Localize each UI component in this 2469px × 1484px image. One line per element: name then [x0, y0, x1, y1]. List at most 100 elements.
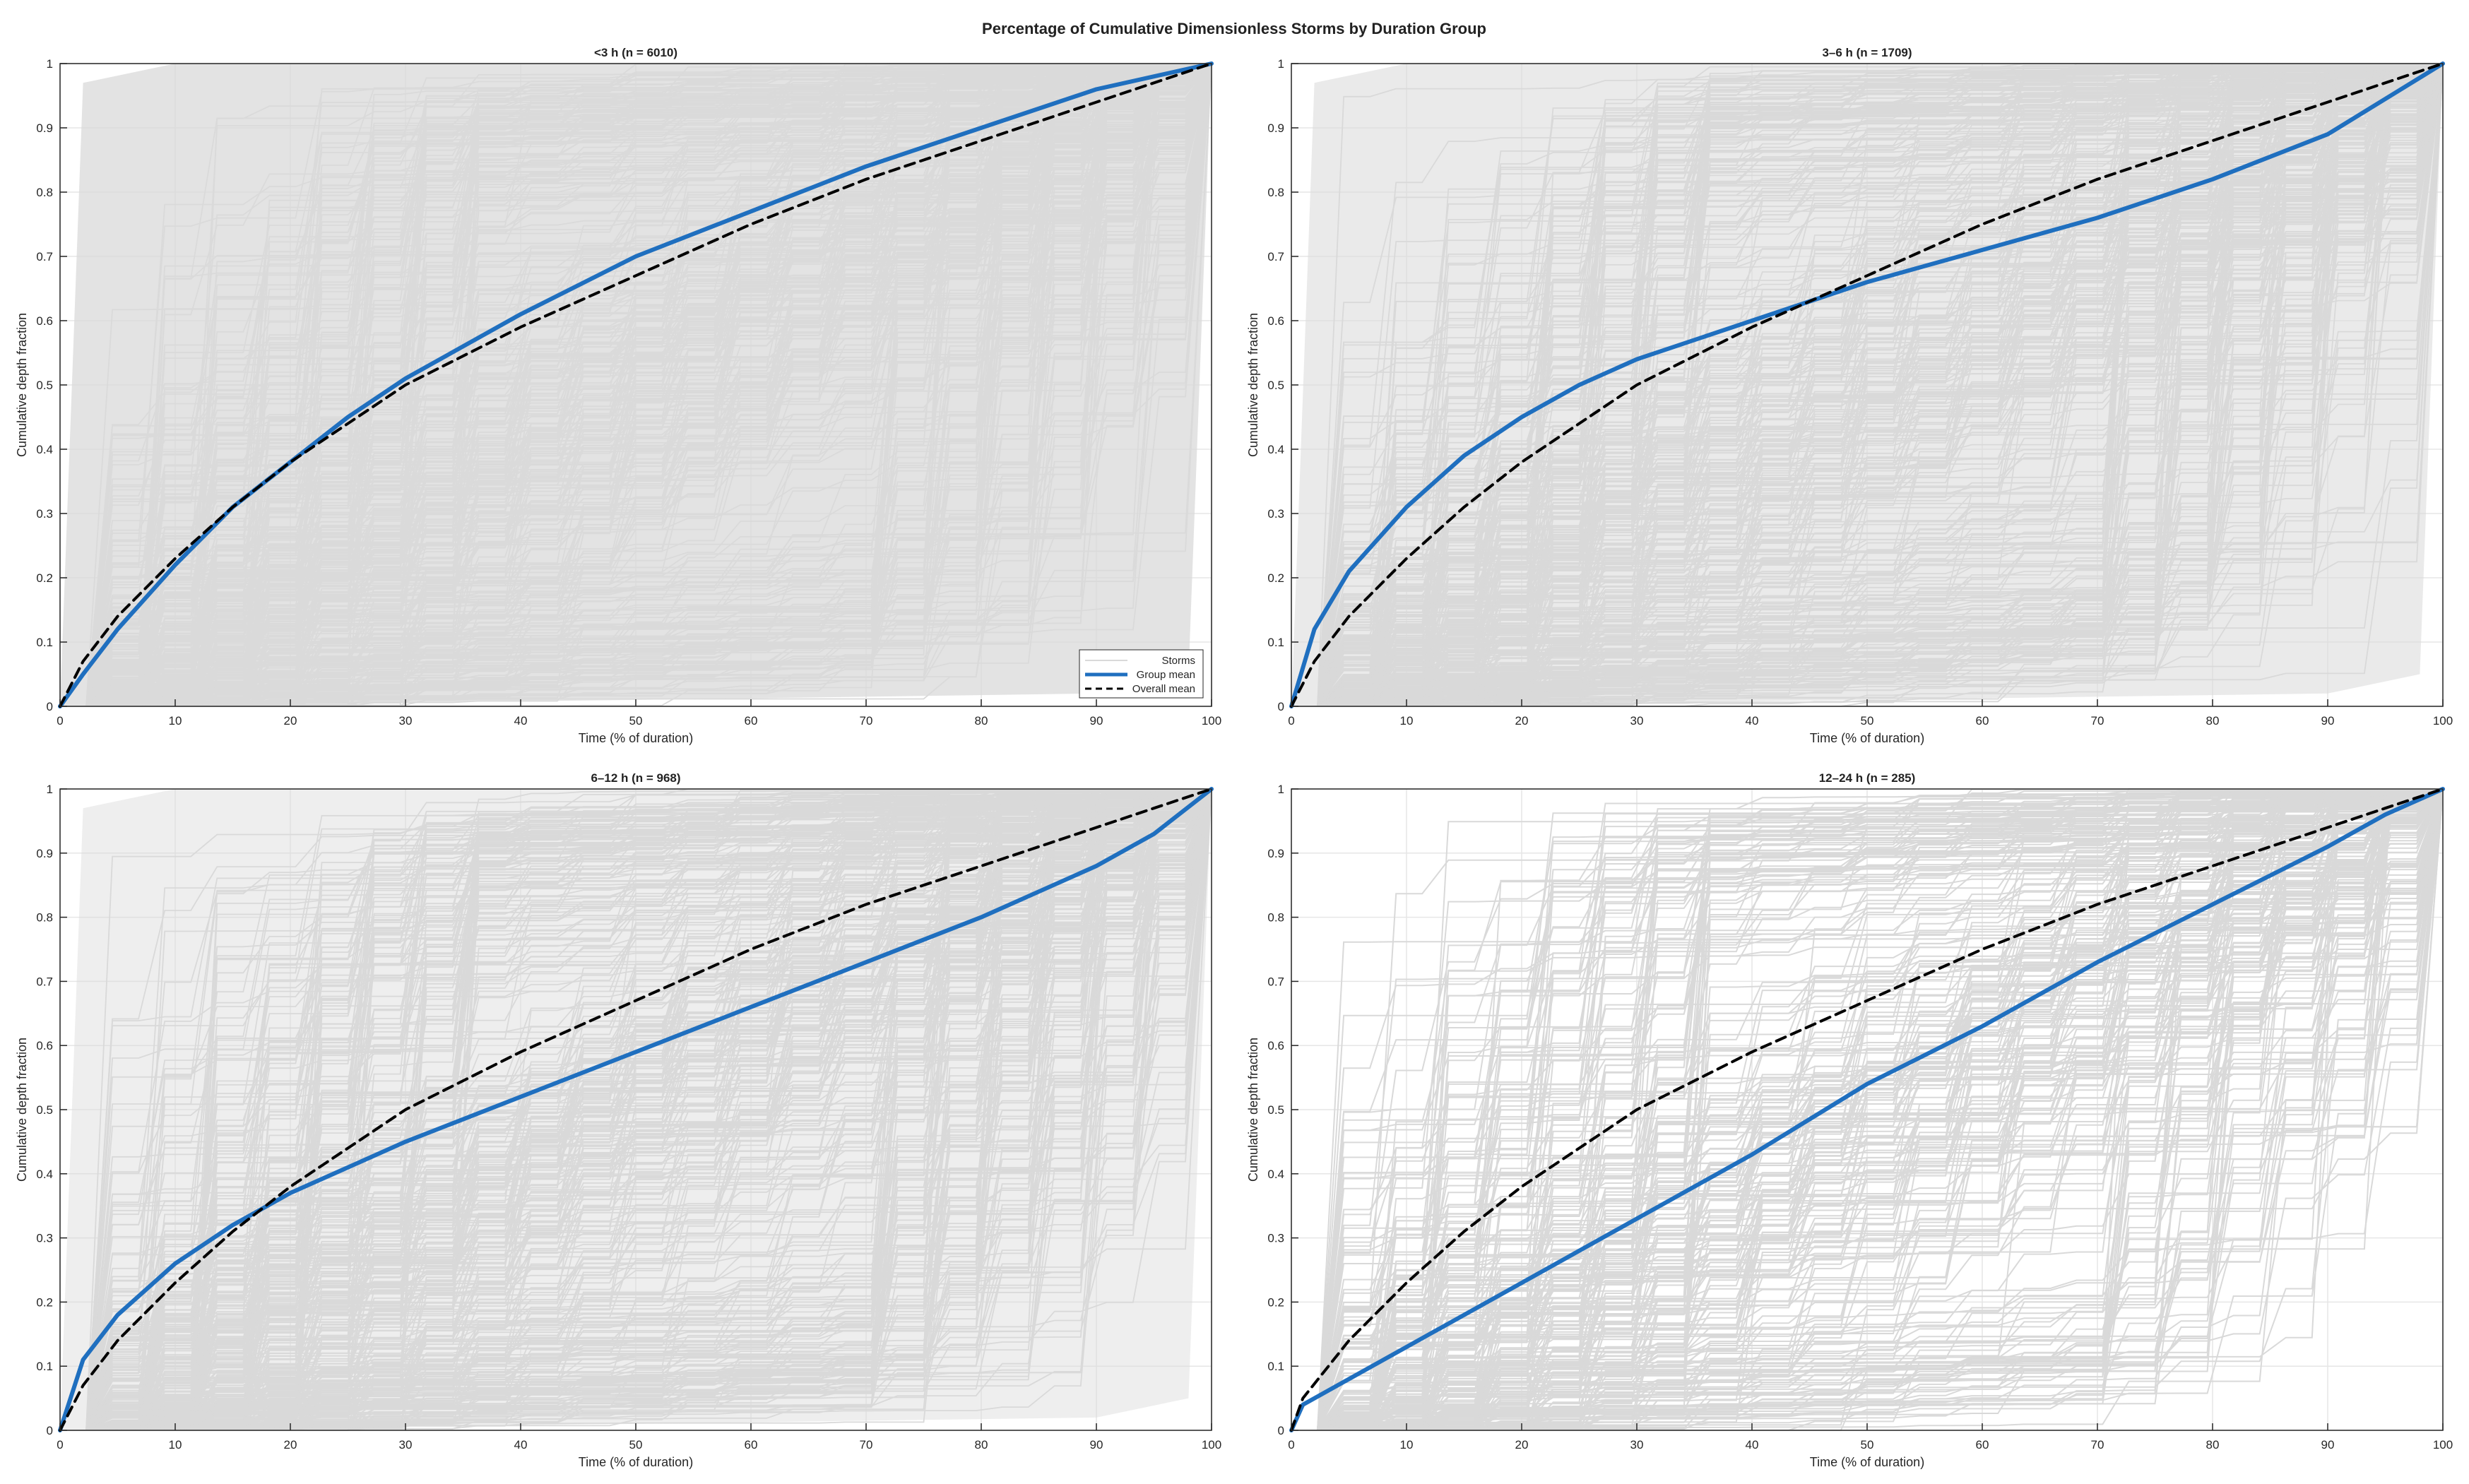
storm-line — [1291, 788, 2443, 1431]
storm-line — [1291, 788, 2444, 1431]
x-tick-label: 90 — [2321, 714, 2335, 728]
storm-line — [60, 788, 1212, 1431]
storm-line — [1291, 788, 2444, 1431]
y-tick-label: 0.5 — [1267, 379, 1284, 392]
y-tick-label: 0 — [47, 700, 53, 713]
storm-line — [1291, 788, 2444, 1431]
storm-line — [60, 788, 1212, 1431]
storm-line — [60, 788, 1212, 1431]
y-tick-label: 0.9 — [36, 847, 53, 860]
x-tick-label: 60 — [745, 714, 758, 728]
storm-line — [60, 788, 1212, 1431]
x-tick-label: 20 — [284, 1438, 297, 1452]
storm-line — [60, 788, 1212, 1431]
storm-line — [1291, 788, 2444, 1431]
x-tick-label: 50 — [629, 714, 643, 728]
storm-line — [1291, 788, 2444, 1431]
storm-line — [1291, 788, 2443, 1431]
storm-line — [60, 788, 1212, 1431]
x-tick-label: 60 — [1976, 1438, 1989, 1452]
y-tick-label: 0.9 — [36, 121, 53, 135]
x-tick-label: 100 — [2433, 1438, 2453, 1452]
storm-line — [1291, 788, 2444, 1431]
x-tick-label: 50 — [1861, 714, 1874, 728]
y-axis-label: Cumulative depth fraction — [15, 313, 29, 457]
storm-line — [1291, 788, 2443, 1431]
storm-line — [60, 788, 1212, 1431]
x-axis-label: Time (% of duration) — [1810, 1455, 1924, 1469]
x-tick-label: 80 — [2206, 714, 2220, 728]
storm-line — [60, 788, 1212, 1431]
storm-line — [1291, 788, 2443, 1431]
y-tick-label: 0.2 — [36, 1295, 53, 1309]
storm-line — [1291, 788, 2443, 1431]
storm-line — [60, 788, 1212, 1431]
storm-line — [60, 788, 1212, 1431]
storm-line — [1291, 788, 2444, 1431]
x-tick-label: 30 — [399, 714, 413, 728]
storm-line — [60, 788, 1212, 1431]
y-tick-label: 0.2 — [1267, 1295, 1284, 1309]
storm-line — [1291, 788, 2444, 1431]
storm-line — [60, 788, 1212, 1431]
storm-line — [1291, 788, 2443, 1431]
storm-density-area — [60, 64, 1212, 706]
y-tick-label: 0.1 — [1267, 636, 1284, 649]
storm-line — [60, 788, 1212, 1431]
storm-line — [60, 788, 1212, 1431]
storm-line — [60, 788, 1212, 1431]
panel-title: 3–6 h (n = 1709) — [1822, 46, 1912, 59]
y-axis-label: Cumulative depth fraction — [15, 1038, 29, 1182]
overall-mean-line — [1290, 62, 2444, 708]
storm-line — [1291, 788, 2444, 1431]
x-tick-label: 10 — [1400, 714, 1414, 728]
y-tick-label: 0.4 — [36, 443, 53, 456]
storm-line — [60, 788, 1212, 1431]
storm-lines — [60, 63, 1212, 707]
storm-line — [60, 788, 1212, 1431]
storm-line — [1291, 788, 2444, 1431]
y-tick-label: 0.3 — [1267, 1232, 1284, 1245]
storm-line — [60, 788, 1212, 1431]
x-tick-label: 0 — [1288, 714, 1294, 728]
y-tick-label: 0 — [1278, 1424, 1284, 1437]
x-tick-label: 0 — [1288, 1438, 1294, 1452]
y-tick-label: 0.5 — [36, 1103, 53, 1117]
storm-line — [60, 788, 1212, 1431]
overall-mean-line — [59, 788, 1213, 1432]
storm-line — [60, 788, 1212, 1431]
storm-line — [60, 788, 1212, 1431]
panel-title: 12–24 h (n = 285) — [1819, 771, 1916, 785]
storm-line — [60, 788, 1212, 1431]
group-mean-line — [58, 787, 1214, 1432]
overall-mean-line — [59, 62, 1213, 708]
x-axis-label: Time (% of duration) — [579, 731, 693, 745]
x-tick-label: 80 — [2206, 1438, 2220, 1452]
storm-line — [1291, 788, 2444, 1431]
storm-line — [60, 788, 1212, 1431]
y-tick-label: 1 — [1278, 783, 1284, 796]
storm-line — [60, 788, 1212, 1431]
panel-2: 0 10 20 30 40 50 60 70 80 90 100 0 0.1 0.2 0.3 0.4 0.5 0.… — [1246, 46, 2453, 745]
x-tick-label: 50 — [629, 1438, 643, 1452]
storm-line — [1291, 788, 2444, 1431]
storm-line — [60, 788, 1212, 1431]
storm-line — [1291, 788, 2444, 1431]
storm-line — [60, 788, 1212, 1431]
storm-line — [60, 788, 1212, 1431]
storm-line — [1291, 788, 2444, 1431]
y-tick-label: 0.3 — [1267, 507, 1284, 521]
x-tick-label: 80 — [975, 1438, 988, 1452]
x-tick-label: 70 — [2091, 714, 2104, 728]
y-tick-label: 0.3 — [36, 1232, 53, 1245]
x-tick-label: 0 — [57, 714, 63, 728]
x-tick-label: 70 — [2091, 1438, 2104, 1452]
legend-label: Group mean — [1137, 669, 1195, 681]
y-tick-label: 0.8 — [1267, 911, 1284, 925]
x-tick-label: 70 — [860, 714, 873, 728]
storm-line — [60, 788, 1212, 1431]
group-mean-line — [1289, 787, 2445, 1432]
x-tick-label: 50 — [1861, 1438, 1874, 1452]
x-tick-label: 20 — [284, 714, 297, 728]
